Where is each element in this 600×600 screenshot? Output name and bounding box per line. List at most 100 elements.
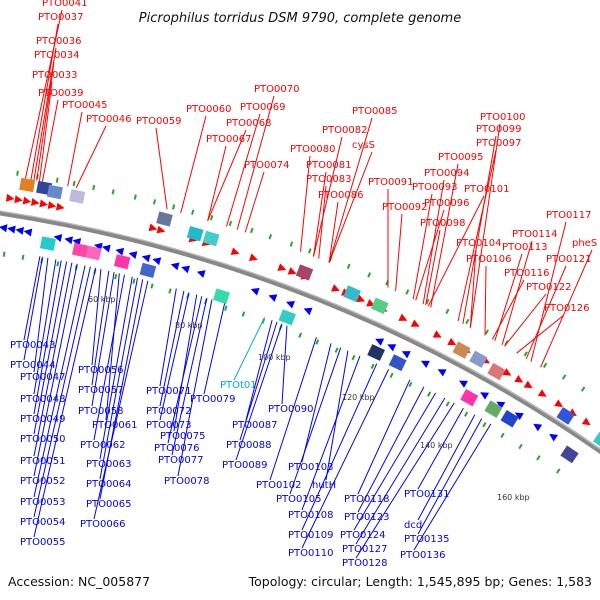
gene-label: PTO0069 bbox=[240, 102, 285, 113]
gene-label-leader bbox=[415, 209, 445, 301]
gene-label: PTO0085 bbox=[352, 106, 397, 117]
gene-label: PTO0086 bbox=[318, 190, 363, 201]
tick-mark bbox=[224, 305, 228, 311]
gene-label-leader bbox=[33, 257, 49, 373]
forward-gene-arrow bbox=[14, 195, 23, 204]
gene-label: PTO0116 bbox=[504, 268, 549, 279]
ruler-label-160: 160 kbp bbox=[497, 493, 530, 502]
gene-feature-layer bbox=[0, 170, 600, 474]
reverse-gene-arrow bbox=[375, 338, 385, 346]
forward-gene-arrow bbox=[30, 198, 40, 206]
gene-label: PTO0089 bbox=[222, 460, 267, 471]
gene-label: PTO0135 bbox=[404, 534, 449, 545]
gene-label-leader bbox=[430, 163, 459, 308]
gene-label: PTO0048 bbox=[20, 394, 65, 405]
forward-gene-arrow bbox=[432, 330, 442, 338]
tick-mark bbox=[111, 189, 115, 195]
forward-gene-arrow bbox=[502, 368, 512, 376]
gene-label: PTO0073 bbox=[146, 420, 191, 431]
forward-gene-arrow bbox=[5, 193, 15, 202]
gene-block bbox=[139, 262, 157, 279]
tick-mark bbox=[168, 288, 172, 294]
gene-label-leader bbox=[99, 277, 138, 480]
gene-label: PTO0082 bbox=[322, 125, 367, 136]
gene-label: PTO0114 bbox=[512, 229, 557, 240]
gene-label-leader bbox=[23, 256, 43, 361]
gene-label-leader bbox=[462, 135, 497, 324]
gene-label: PTO0068 bbox=[226, 118, 271, 129]
gene-label: PTO0094 bbox=[424, 168, 469, 179]
gene-label: PTO0123 bbox=[344, 512, 389, 523]
gene-label: PTO0136 bbox=[400, 550, 445, 561]
gene-block bbox=[500, 409, 519, 428]
gene-label-leader bbox=[75, 125, 107, 189]
reverse-gene-arrow bbox=[128, 251, 138, 259]
gene-block bbox=[343, 285, 361, 302]
gene-label: PTO0110 bbox=[288, 548, 333, 559]
gene-label-leader bbox=[301, 363, 378, 531]
gene-label: PTO0072 bbox=[146, 406, 191, 417]
forward-gene-arrow bbox=[47, 201, 57, 209]
gene-label: PTO0041 bbox=[42, 0, 87, 9]
tick-mark bbox=[55, 177, 59, 183]
tick-mark bbox=[367, 272, 372, 278]
gene-label-leader bbox=[177, 299, 213, 477]
tick-mark bbox=[268, 234, 273, 240]
gene-label: PTO0047 bbox=[20, 372, 65, 383]
tick-mark bbox=[484, 329, 489, 335]
tick-mark bbox=[72, 180, 76, 187]
gene-label-leader bbox=[244, 171, 265, 233]
gene-label-leader bbox=[33, 261, 68, 435]
gene-label-leader bbox=[33, 266, 91, 518]
gene-label-leader bbox=[236, 95, 275, 230]
gene-label: dcd bbox=[404, 520, 422, 531]
gene-label-leader bbox=[395, 213, 403, 292]
reverse-gene-arrow bbox=[420, 360, 430, 368]
gene-label: PTO0053 bbox=[20, 497, 65, 508]
forward-gene-arrow bbox=[248, 253, 258, 261]
gene-label: PTO0057 bbox=[78, 385, 123, 396]
gene-label-leader bbox=[173, 294, 198, 432]
gene-label-leader bbox=[33, 267, 97, 538]
reverse-gene-arrow bbox=[141, 254, 151, 263]
gene-label: PTO0044 bbox=[10, 360, 55, 371]
reverse-gene-arrow bbox=[170, 262, 180, 271]
forward-gene-arrow bbox=[398, 313, 408, 321]
gene-label: PTO0091 bbox=[368, 177, 413, 188]
gene-label-leader bbox=[245, 319, 273, 421]
forward-gene-arrow bbox=[330, 284, 340, 292]
tick-mark bbox=[445, 308, 450, 315]
reverse-gene-arrow bbox=[514, 412, 524, 421]
gene-label-leader bbox=[504, 293, 547, 347]
gene-label: PTO0078 bbox=[164, 476, 209, 487]
gene-label: PTO0051 bbox=[20, 456, 65, 467]
reverse-gene-arrow bbox=[196, 270, 206, 278]
gene-label: PTO0106 bbox=[466, 254, 511, 265]
gene-label-leader bbox=[301, 343, 332, 463]
gene-block bbox=[202, 230, 220, 247]
gene-block bbox=[367, 344, 385, 361]
forward-gene-arrow bbox=[230, 247, 240, 256]
tick-mark bbox=[209, 215, 214, 221]
reverse-gene-arrow bbox=[303, 307, 313, 316]
tick-mark bbox=[556, 468, 561, 474]
gene-label: PTO0052 bbox=[20, 476, 65, 487]
gene-label: PTO0121 bbox=[546, 254, 591, 265]
gene-label: PTO0090 bbox=[268, 404, 313, 415]
forward-gene-arrow bbox=[554, 399, 563, 408]
tick-mark bbox=[465, 318, 470, 325]
gene-label: PTO0071 bbox=[146, 386, 191, 397]
gene-label-leader bbox=[457, 149, 497, 322]
gene-label: PTO0059 bbox=[136, 116, 181, 127]
gene-block bbox=[69, 189, 86, 204]
tick-mark bbox=[56, 261, 60, 267]
gene-label-leader bbox=[301, 369, 390, 549]
gene-label: PTO0045 bbox=[62, 100, 107, 111]
gene-block bbox=[278, 309, 296, 326]
gene-label: PTO0081 bbox=[306, 160, 351, 171]
gene-label: PTO0067 bbox=[206, 134, 251, 145]
gene-label-leader bbox=[207, 145, 227, 221]
gene-label: PTO0083 bbox=[306, 174, 351, 185]
gene-label: hutH bbox=[312, 480, 336, 491]
gene-label: PTO0131 bbox=[404, 489, 449, 500]
